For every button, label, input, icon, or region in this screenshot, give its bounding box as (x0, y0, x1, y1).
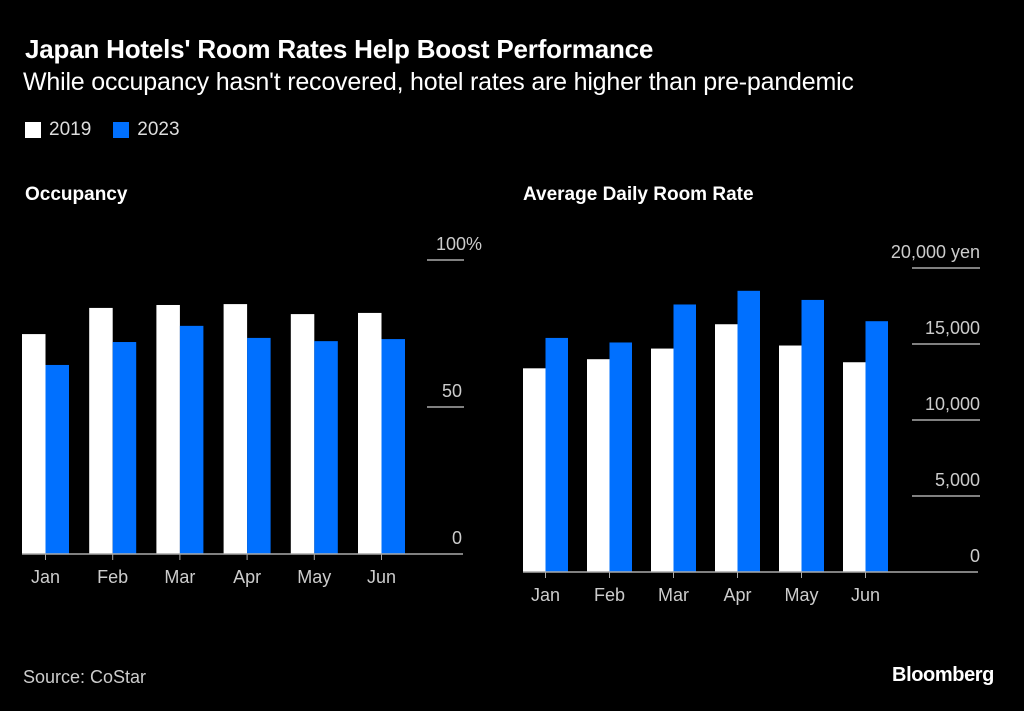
legend-label-2019: 2019 (49, 119, 92, 140)
adr-ytick-label-15000: 15,000 (925, 318, 980, 338)
adr-bar-may-2023 (801, 299, 824, 572)
adr-ytick-label-0: 0 (970, 546, 980, 566)
legend-swatch-2023 (113, 122, 130, 138)
occupancy-xlabel-feb: Feb (97, 567, 128, 587)
legend-item-2023: 2023 (113, 119, 180, 141)
adr-bar-mar-2023 (673, 304, 696, 572)
adr-bar-jun-2019 (843, 362, 866, 572)
adr-bar-apr-2023 (737, 290, 760, 572)
occupancy-bar-mar-2019 (156, 304, 180, 554)
occupancy-bar-jan-2023 (45, 364, 69, 554)
occupancy-bar-may-2023 (314, 341, 338, 554)
adr-bar-jan-2019 (523, 368, 546, 572)
occupancy-ytick-label-50: 50 (442, 381, 462, 401)
occupancy-ytick-label-0: 0 (452, 528, 462, 548)
occupancy-bar-may-2019 (290, 314, 315, 554)
adr-ytick-label-5000: 5,000 (935, 470, 980, 490)
adr-ytick-label-10000: 10,000 (925, 394, 980, 414)
occupancy-xlabel-mar: Mar (164, 567, 195, 587)
occupancy-bar-apr-2019 (223, 304, 248, 554)
occupancy-xlabel-jun: Jun (367, 567, 396, 587)
occupancy-bar-feb-2019 (89, 307, 113, 554)
occupancy-xlabel-may: May (297, 567, 331, 587)
legend-item-2019: 2019 (25, 119, 91, 141)
adr-xlabel-feb: Feb (594, 585, 625, 605)
adr-xlabel-may: May (784, 585, 818, 605)
adr-bar-apr-2019 (715, 324, 738, 572)
legend-label-2023: 2023 (137, 119, 180, 140)
adr-bar-may-2019 (779, 345, 802, 572)
occupancy-bar-apr-2023 (247, 337, 271, 554)
occupancy-ytick-label-100: 100% (436, 234, 482, 254)
adr-xlabel-jan: Jan (531, 585, 560, 605)
source-note: Source: CoStar (23, 667, 147, 687)
legend-swatch-2019 (25, 122, 41, 138)
occupancy-bar-jun-2019 (358, 312, 382, 554)
adr-bar-jun-2023 (865, 321, 888, 572)
legend: 2019 2023 (25, 118, 202, 142)
occupancy-panel-title: Occupancy (25, 184, 128, 205)
occupancy-bar-jun-2023 (381, 339, 405, 554)
occupancy-xlabel-jan: Jan (31, 567, 60, 587)
adr-bar-feb-2023 (609, 342, 632, 572)
adr-xlabel-jun: Jun (851, 585, 880, 605)
adr-panel-title: Average Daily Room Rate (523, 184, 754, 205)
chart-subtitle: While occupancy hasn't recovered, hotel … (23, 68, 854, 96)
bloomberg-logo: Bloomberg (892, 664, 994, 686)
adr-xlabel-apr: Apr (723, 585, 751, 605)
adr-bar-feb-2019 (587, 359, 610, 572)
adr-ytick-label-20000: 20,000 yen (891, 242, 980, 262)
chart-title: Japan Hotels' Room Rates Help Boost Perf… (25, 34, 654, 64)
occupancy-xlabel-apr: Apr (233, 567, 261, 587)
occupancy-bar-jan-2019 (22, 334, 46, 554)
adr-xlabel-mar: Mar (658, 585, 689, 605)
occupancy-bar-mar-2023 (179, 325, 204, 554)
adr-bar-mar-2019 (651, 348, 674, 572)
adr-bar-jan-2023 (545, 337, 568, 572)
occupancy-bar-feb-2023 (112, 342, 137, 554)
